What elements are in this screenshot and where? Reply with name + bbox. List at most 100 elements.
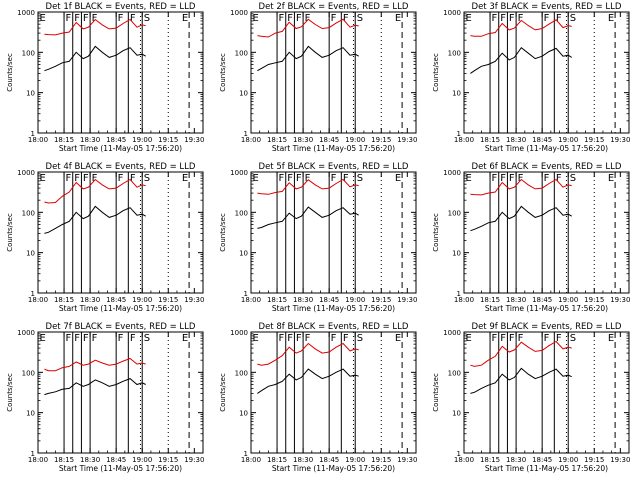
y-tick-label: 10 (26, 410, 35, 418)
lld-series-line (470, 178, 572, 196)
interval-marker-label: F (544, 13, 550, 24)
detector-panel-8: Det 8f BLACK = Events, RED = LLD 1 10 100 10… (213, 320, 426, 480)
x-tick-label: 19:00 (345, 456, 365, 464)
y-tick-label: 100 (448, 49, 461, 57)
detector-chart: Det 6f BLACK = Events, RED = LLD 1 10 100 10… (432, 162, 630, 313)
interval-marker-label: S (357, 13, 363, 24)
interval-marker-label: F (287, 13, 293, 24)
x-tick-label: 18:15 (54, 136, 74, 144)
interval-marker-label: F (130, 333, 136, 344)
y-tick-label: 10 (452, 410, 461, 418)
x-tick-label: 18:45 (106, 456, 126, 464)
y-tick-label: 100 (235, 369, 248, 377)
detector-panel-2: Det 2f BLACK = Events, RED = LLD 1 10 100 10… (213, 0, 426, 160)
x-tick-label: 18:30 (506, 296, 526, 304)
interval-marker-label: S (570, 173, 576, 184)
interval-marker-label: F (83, 13, 89, 24)
events-series-line (470, 46, 572, 74)
plot-frame (463, 11, 630, 134)
interval-marker-label: F (66, 333, 72, 344)
detector-panel-9: Det 9f BLACK = Events, RED = LLD 1 10 100 10… (426, 320, 639, 480)
interval-marker-label: F (83, 333, 89, 344)
x-tick-label: 18:15 (267, 296, 287, 304)
interval-marker-label: F (279, 13, 285, 24)
x-tick-label: 19:00 (132, 456, 152, 464)
interval-marker-label: E (40, 173, 46, 184)
interval-marker-label: F (518, 333, 524, 344)
lld-series-line (470, 19, 572, 37)
interval-marker-label: E (253, 173, 259, 184)
x-tick-label: 19:30 (610, 296, 630, 304)
x-tick-label: 18:45 (106, 136, 126, 144)
x-tick-label: 18:00 (241, 456, 261, 464)
x-axis-label: Start Time (11-May-05 17:56:20) (272, 144, 395, 153)
lld-series-line (44, 178, 146, 204)
chart-title: Det 9f BLACK = Events, RED = LLD (472, 322, 622, 332)
y-tick-label: 10 (239, 90, 248, 98)
x-tick-label: 19:00 (345, 296, 365, 304)
interval-marker-label: F (509, 173, 515, 184)
y-tick-label: 10 (452, 250, 461, 258)
x-axis-label: Start Time (11-May-05 17:56:20) (59, 464, 182, 473)
x-axis-label: Start Time (11-May-05 17:56:20) (272, 464, 395, 473)
x-tick-label: 18:15 (480, 456, 500, 464)
plot-frame (250, 331, 417, 454)
interval-marker-label: F (92, 333, 98, 344)
detector-chart: Det 2f BLACK = Events, RED = LLD 1 10 100 10… (219, 2, 417, 153)
interval-marker-label: F (343, 333, 349, 344)
x-tick-label: 19:30 (184, 296, 204, 304)
interval-marker-label: F (544, 333, 550, 344)
interval-marker-label: E (182, 173, 188, 184)
interval-marker-label: E (182, 13, 188, 24)
chart-title: Det 2f BLACK = Events, RED = LLD (259, 2, 409, 12)
detector-panel-3: Det 3f BLACK = Events, RED = LLD 1 10 100 10… (426, 0, 639, 160)
x-tick-label: 19:30 (397, 296, 417, 304)
y-axis-label: Counts/sec (432, 53, 440, 92)
interval-marker-label: F (331, 333, 337, 344)
y-tick-label: 100 (22, 369, 35, 377)
interval-marker-label: F (118, 333, 124, 344)
interval-marker-label: F (305, 173, 311, 184)
x-tick-label: 18:00 (28, 296, 48, 304)
x-tick-label: 18:30 (506, 456, 526, 464)
interval-marker-label: S (144, 13, 150, 24)
interval-marker-label: S (570, 333, 576, 344)
chart-title: Det 1f BLACK = Events, RED = LLD (46, 2, 196, 12)
events-series-line (257, 45, 359, 72)
detector-chart: Det 3f BLACK = Events, RED = LLD 1 10 100 10… (432, 2, 630, 153)
x-axis-label: Start Time (11-May-05 17:56:20) (272, 304, 395, 313)
y-tick-label: 1 (31, 130, 35, 138)
interval-marker-label: F (83, 173, 89, 184)
x-tick-label: 19:00 (132, 136, 152, 144)
interval-marker-label: F (296, 173, 302, 184)
y-tick-label: 100 (448, 209, 461, 217)
x-tick-label: 19:30 (610, 456, 630, 464)
interval-marker-label: F (343, 13, 349, 24)
x-tick-label: 18:00 (28, 136, 48, 144)
interval-marker-label: F (343, 173, 349, 184)
interval-marker-label: F (118, 13, 124, 24)
y-tick-label: 100 (235, 49, 248, 57)
events-series-line (44, 205, 146, 234)
detector-chart: Det 7f BLACK = Events, RED = LLD 1 10 100 10… (6, 322, 204, 473)
plot-frame (250, 11, 417, 134)
interval-marker-label: F (305, 13, 311, 24)
interval-marker-label: F (296, 13, 302, 24)
interval-marker-label: F (509, 13, 515, 24)
y-tick-label: 10 (239, 410, 248, 418)
y-axis-label: Counts/sec (6, 53, 14, 92)
x-tick-label: 19:30 (184, 456, 204, 464)
x-tick-label: 18:30 (506, 136, 526, 144)
x-tick-label: 18:00 (28, 456, 48, 464)
x-tick-label: 18:15 (54, 456, 74, 464)
x-tick-label: 18:15 (267, 456, 287, 464)
x-tick-label: 19:00 (132, 296, 152, 304)
interval-marker-label: E (40, 13, 46, 24)
x-tick-label: 18:45 (319, 456, 339, 464)
chart-title: Det 4f BLACK = Events, RED = LLD (46, 162, 196, 172)
x-tick-label: 19:00 (345, 136, 365, 144)
interval-marker-label: S (144, 173, 150, 184)
interval-marker-label: F (331, 13, 337, 24)
interval-marker-label: F (296, 333, 302, 344)
